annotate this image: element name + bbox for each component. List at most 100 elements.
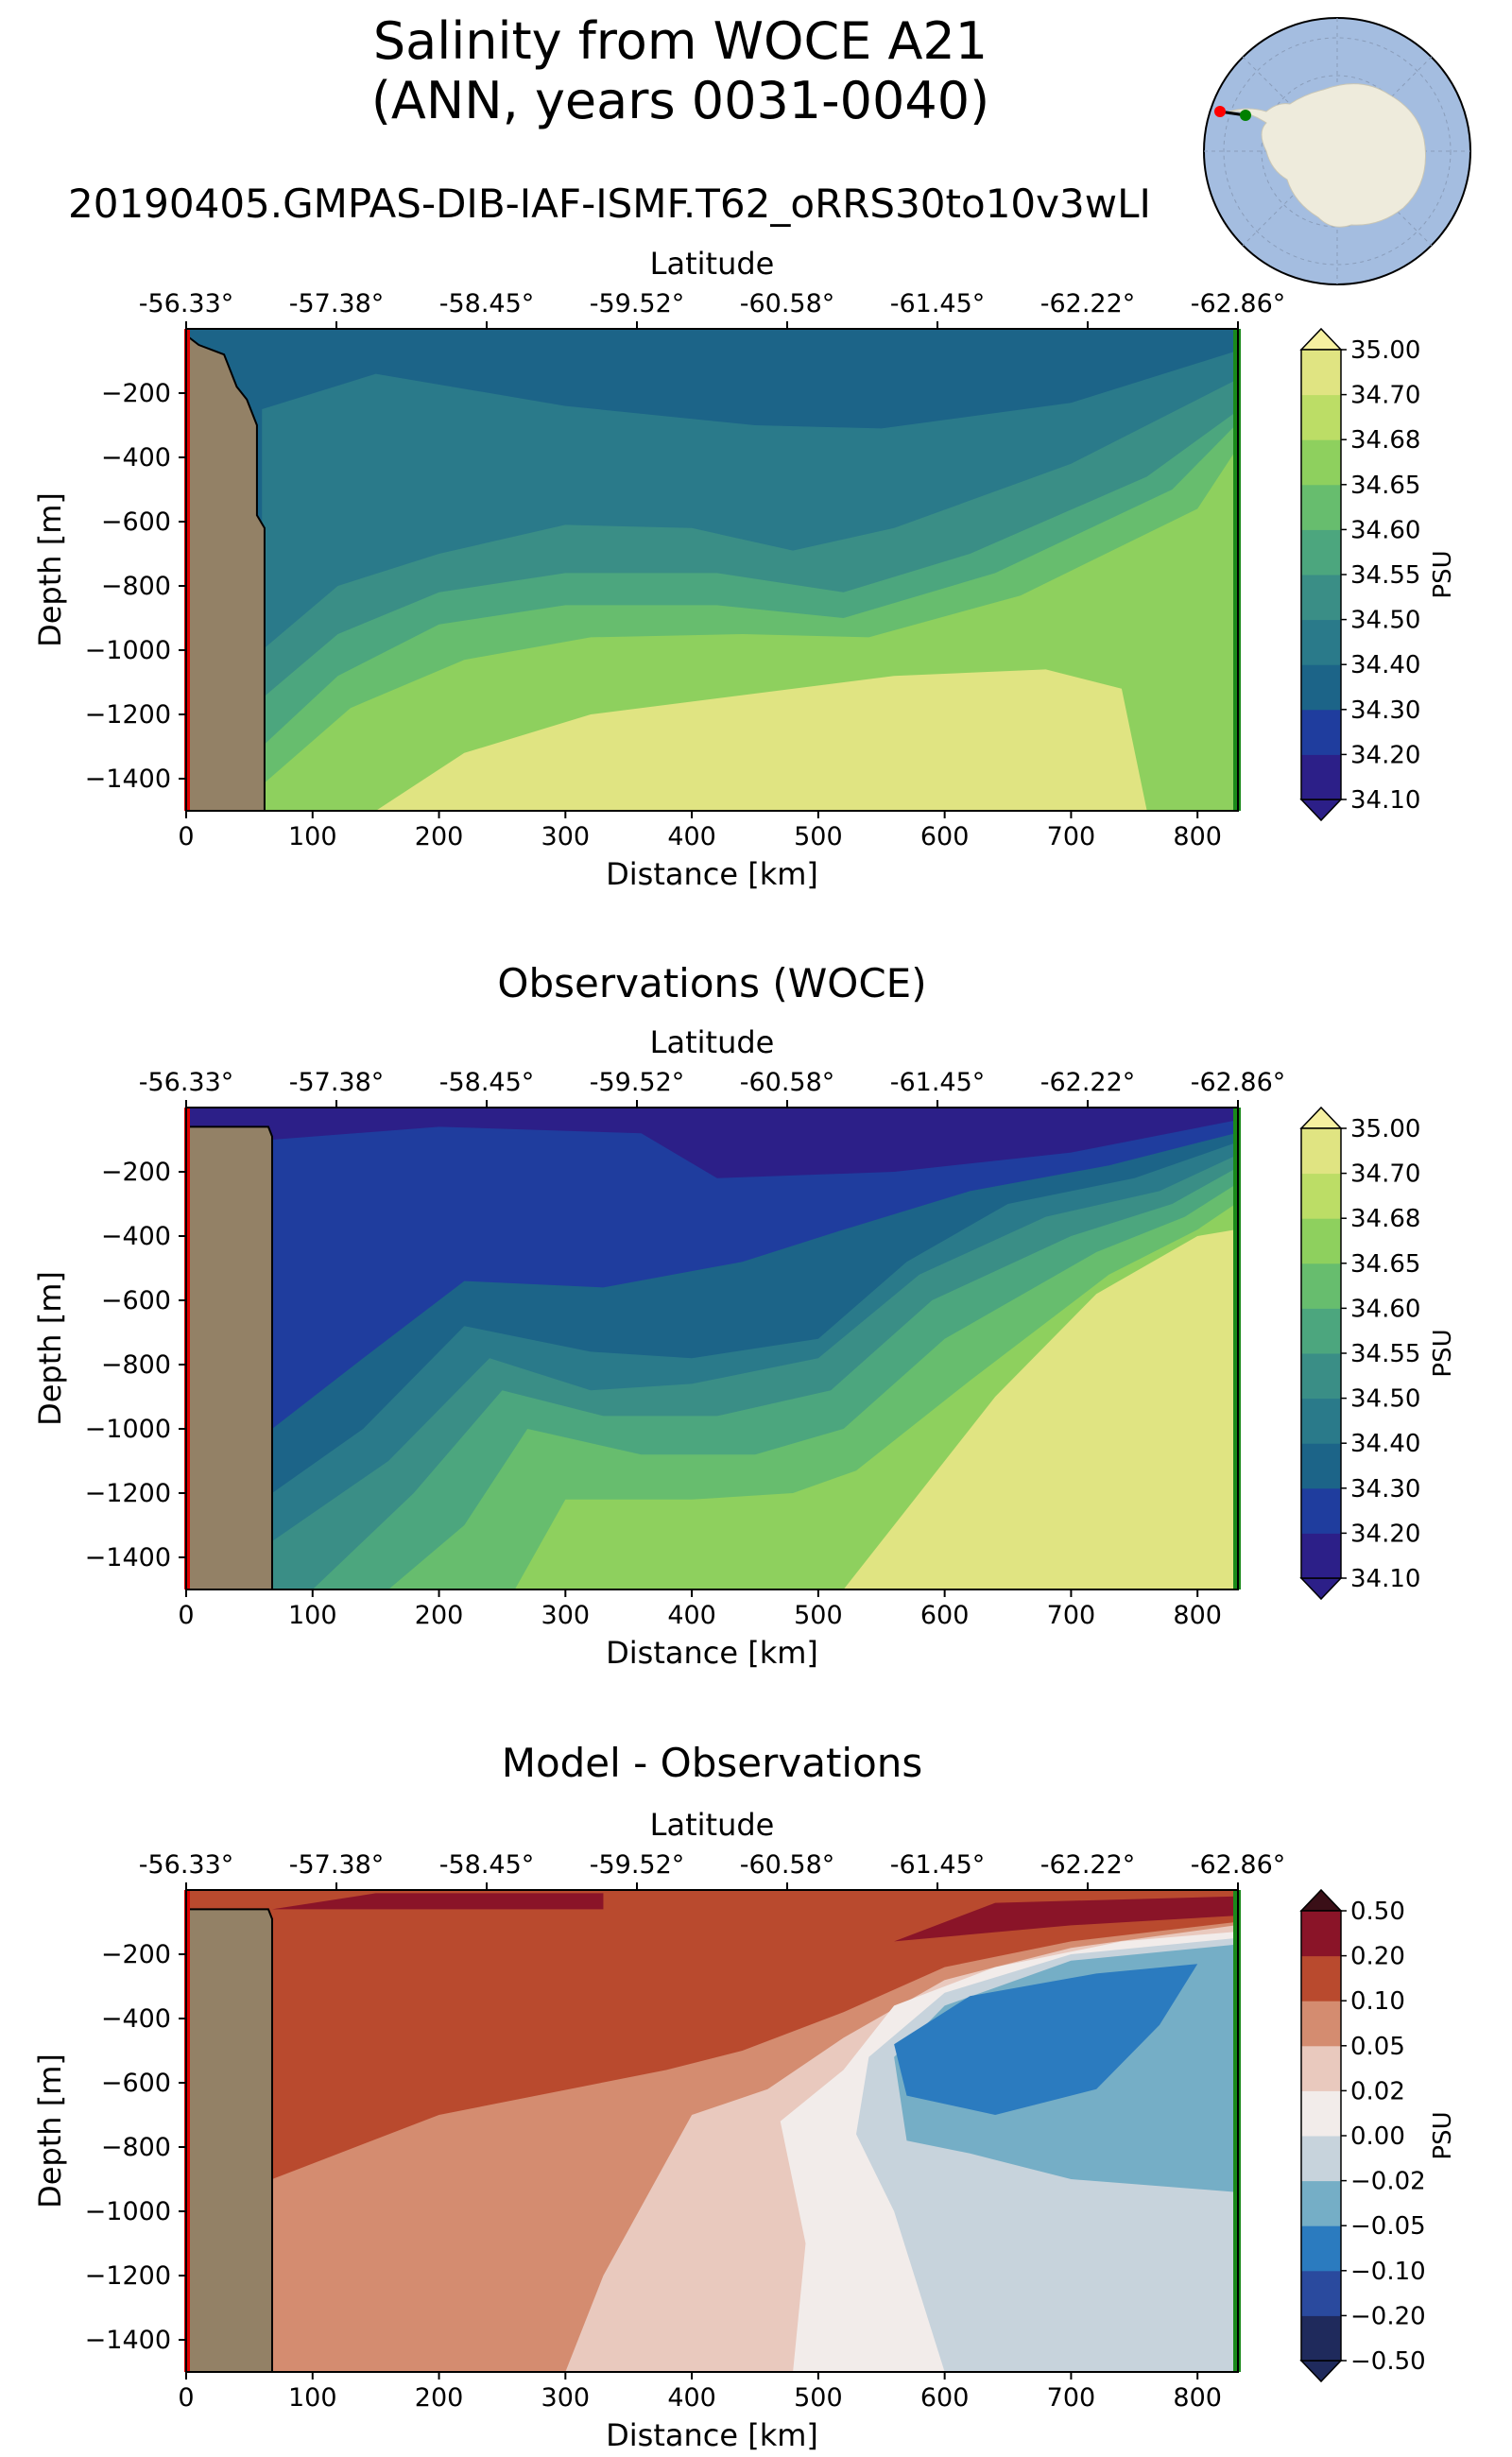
x-tick-label: 200 <box>415 822 464 851</box>
colorbar-segment <box>1301 350 1341 396</box>
antarctica-map-icon <box>1203 17 1471 285</box>
difference-panel: Model - Observations 0 100 200 300 400 500 600 7… <box>32 1740 1457 2453</box>
colorbar-segment <box>1301 1398 1341 1444</box>
colorbar-segment <box>1301 484 1341 530</box>
colorbar-tick-label: 34.55 <box>1350 561 1420 590</box>
contour-band <box>271 1893 604 1910</box>
colorbar-segment <box>1301 394 1341 440</box>
figure-title-line2: (ANN, years 0031-0040) <box>371 71 989 130</box>
x-tick-label: 0 <box>178 2383 194 2413</box>
colorbar-tick-label: 34.55 <box>1350 1340 1420 1368</box>
colorbar-segment <box>1301 1911 1341 1957</box>
colorbar-segment <box>1301 1533 1341 1579</box>
y-tick-label: −800 <box>101 2133 171 2162</box>
colorbar-tick-label: 0.10 <box>1350 1987 1405 2016</box>
colorbar-tick-label: 34.68 <box>1350 1205 1420 1233</box>
lat-tick-label: -61.45° <box>890 1068 986 1097</box>
colorbar-tick-label: 0.50 <box>1350 1898 1405 1926</box>
x-tick-label: 500 <box>794 2383 843 2413</box>
y-tick-label: −200 <box>101 1158 171 1187</box>
y-tick-label: −800 <box>101 572 171 601</box>
plot-frame <box>185 1889 1239 2373</box>
contour-band <box>375 669 1238 811</box>
lat-tick-label: -59.52° <box>590 289 685 318</box>
colorbar-extend-bottom <box>1299 1577 1343 1601</box>
colorbar-segment <box>1301 439 1341 486</box>
y-tick-label: −1000 <box>85 636 171 665</box>
colorbar-segment <box>1301 2090 1341 2137</box>
colorbar-tick-label: 34.40 <box>1350 651 1420 679</box>
colorbar-segment <box>1301 709 1341 755</box>
x-tick-label: 400 <box>667 1601 716 1630</box>
colorbar-segment <box>1301 529 1341 576</box>
y-tick-label: −400 <box>101 1222 171 1251</box>
lat-tick-label: -57.38° <box>289 289 385 318</box>
x-tick-label: 300 <box>541 2383 591 2413</box>
colorbar-segment <box>1301 1487 1341 1534</box>
colorbar-tick-label: 34.20 <box>1350 1520 1420 1548</box>
colorbar: −0.50 −0.20 −0.10 −0.05 −0.02 0.00 0.02 0.05 0.1… <box>1299 1888 1457 2383</box>
y-tick-label: −1000 <box>85 1415 171 1444</box>
lat-tick-label: -60.58° <box>740 1068 835 1097</box>
colorbar-tick-label: 35.00 <box>1350 1115 1420 1143</box>
x-axis-label: Distance [km] <box>606 1635 818 1671</box>
model-run-title: 20190405.GMPAS-DIB-IAF-ISMF.T62_oRRS30to… <box>68 180 1151 227</box>
x-tick-label: 800 <box>1173 2383 1222 2413</box>
colorbar-tick-label: 34.65 <box>1350 472 1420 500</box>
colorbar-extend-bottom <box>1299 2360 1343 2383</box>
lat-tick-label: -62.22° <box>1040 1068 1136 1097</box>
colorbar-segment <box>1301 619 1341 665</box>
colorbar-segment <box>1301 754 1341 800</box>
colorbar-tick-label: 34.60 <box>1350 516 1420 544</box>
y-tick-label: −600 <box>101 2069 171 2098</box>
colorbar-segment <box>1301 2136 1341 2182</box>
colorbar-tick-label: 34.68 <box>1350 426 1420 455</box>
colorbar-tick-label: 34.70 <box>1350 382 1420 410</box>
x-tick-label: 0 <box>178 1601 194 1630</box>
transect-start-marker <box>1214 106 1226 117</box>
lat-tick-label: -58.45° <box>439 1068 535 1097</box>
y-axis-label: Depth [m] <box>32 1271 68 1426</box>
colorbar-segment <box>1301 2270 1341 2316</box>
colorbar-segment <box>1301 1218 1341 1264</box>
lat-tick-label: -56.33° <box>139 1850 234 1880</box>
lat-tick-label: -62.22° <box>1040 1850 1136 1880</box>
lat-tick-label: -60.58° <box>740 1850 835 1880</box>
lat-tick-label: -58.45° <box>439 1850 535 1880</box>
colorbar-segment <box>1301 1263 1341 1309</box>
figure-title-line1: Salinity from WOCE A21 <box>373 11 988 71</box>
colorbar-segment <box>1301 1443 1341 1489</box>
y-tick-label: −1400 <box>85 765 171 794</box>
seafloor-bathymetry <box>186 1890 273 2372</box>
panel-title: Observations (WOCE) <box>497 960 926 1006</box>
x-tick-label: 400 <box>667 2383 716 2413</box>
x-tick-label: 700 <box>1047 822 1096 851</box>
x-tick-label: 600 <box>920 2383 970 2413</box>
colorbar-segment <box>1301 2045 1341 2091</box>
colorbar-extend-bottom <box>1299 799 1343 822</box>
x-tick-label: 300 <box>541 822 591 851</box>
top-axis-label: Latitude <box>650 246 775 282</box>
colorbar-segment <box>1301 664 1341 711</box>
y-tick-label: −200 <box>101 1940 171 1969</box>
colorbar-segment <box>1301 1308 1341 1354</box>
y-tick-label: −1200 <box>85 2261 171 2291</box>
seafloor-bathymetry <box>186 1108 273 1589</box>
colorbar-tick-label: −0.10 <box>1350 2258 1426 2286</box>
colorbar: 34.10 34.20 34.30 34.40 34.50 34.55 34.60 34.65… <box>1299 1106 1457 1601</box>
x-tick-label: 700 <box>1047 1601 1096 1630</box>
colorbar-label: PSU <box>1429 1329 1457 1377</box>
x-tick-label: 200 <box>415 2383 464 2413</box>
colorbar-label: PSU <box>1429 2111 1457 2159</box>
colorbar-tick-label: −0.50 <box>1350 2347 1426 2376</box>
x-tick-label: 800 <box>1173 1601 1222 1630</box>
lat-tick-label: -56.33° <box>139 289 234 318</box>
colorbar-tick-label: −0.20 <box>1350 2302 1426 2330</box>
x-tick-label: 0 <box>178 822 194 851</box>
lat-tick-label: -59.52° <box>590 1068 685 1097</box>
colorbar-extend-top <box>1299 1106 1343 1129</box>
lat-tick-label: -62.86° <box>1191 289 1286 318</box>
colorbar-tick-label: 34.70 <box>1350 1160 1420 1189</box>
lat-tick-label: -57.38° <box>289 1850 385 1880</box>
colorbar-tick-label: 0.20 <box>1350 1943 1405 1971</box>
